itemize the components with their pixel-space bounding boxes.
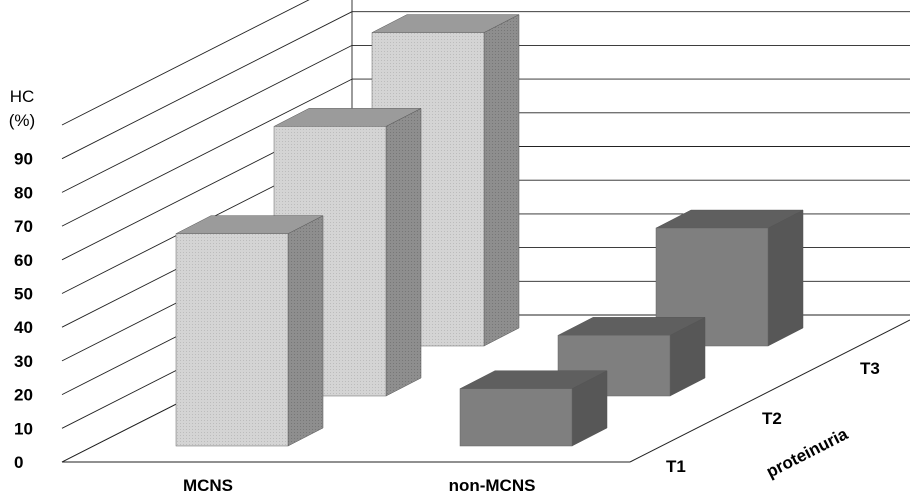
y-tick-10: 10 (14, 419, 33, 438)
depth-axis (629, 319, 910, 463)
y-tick-60: 60 (14, 251, 33, 270)
y-tick-50: 50 (14, 285, 33, 304)
series-label-t2: T2 (762, 409, 782, 428)
gridline-left-100 (61, 0, 310, 126)
y-axis-label-line-1: (%) (9, 111, 35, 130)
series-label-t3: T3 (860, 359, 880, 378)
bars (175, 14, 804, 447)
bar-front (175, 233, 289, 447)
bar-non-mcns-t1 (459, 370, 608, 447)
category-label-mcns: MCNS (183, 476, 233, 495)
y-tick-40: 40 (14, 318, 33, 337)
bar-front (459, 388, 573, 447)
y-tick-0: 0 (14, 453, 23, 472)
gridline-left-70 (61, 78, 353, 227)
y-axis-label-line-0: HC (10, 87, 35, 106)
series-label-t1: T1 (666, 457, 686, 476)
bar-side (767, 209, 804, 347)
y-tick-20: 20 (14, 386, 33, 405)
y-tick-80: 80 (14, 183, 33, 202)
y-tick-30: 30 (14, 352, 33, 371)
bar-side (483, 14, 520, 347)
depth-axis-title: proteinuria (763, 424, 851, 481)
gridline-left-80 (61, 44, 353, 193)
bar-side (385, 107, 422, 397)
y-tick-70: 70 (14, 217, 33, 236)
y-tick-90: 90 (14, 150, 33, 169)
bar-side (287, 215, 324, 447)
category-label-non-mcns: non-MCNS (449, 476, 536, 495)
bar-mcns-t1 (175, 215, 324, 447)
gridline-left-90 (61, 11, 353, 160)
